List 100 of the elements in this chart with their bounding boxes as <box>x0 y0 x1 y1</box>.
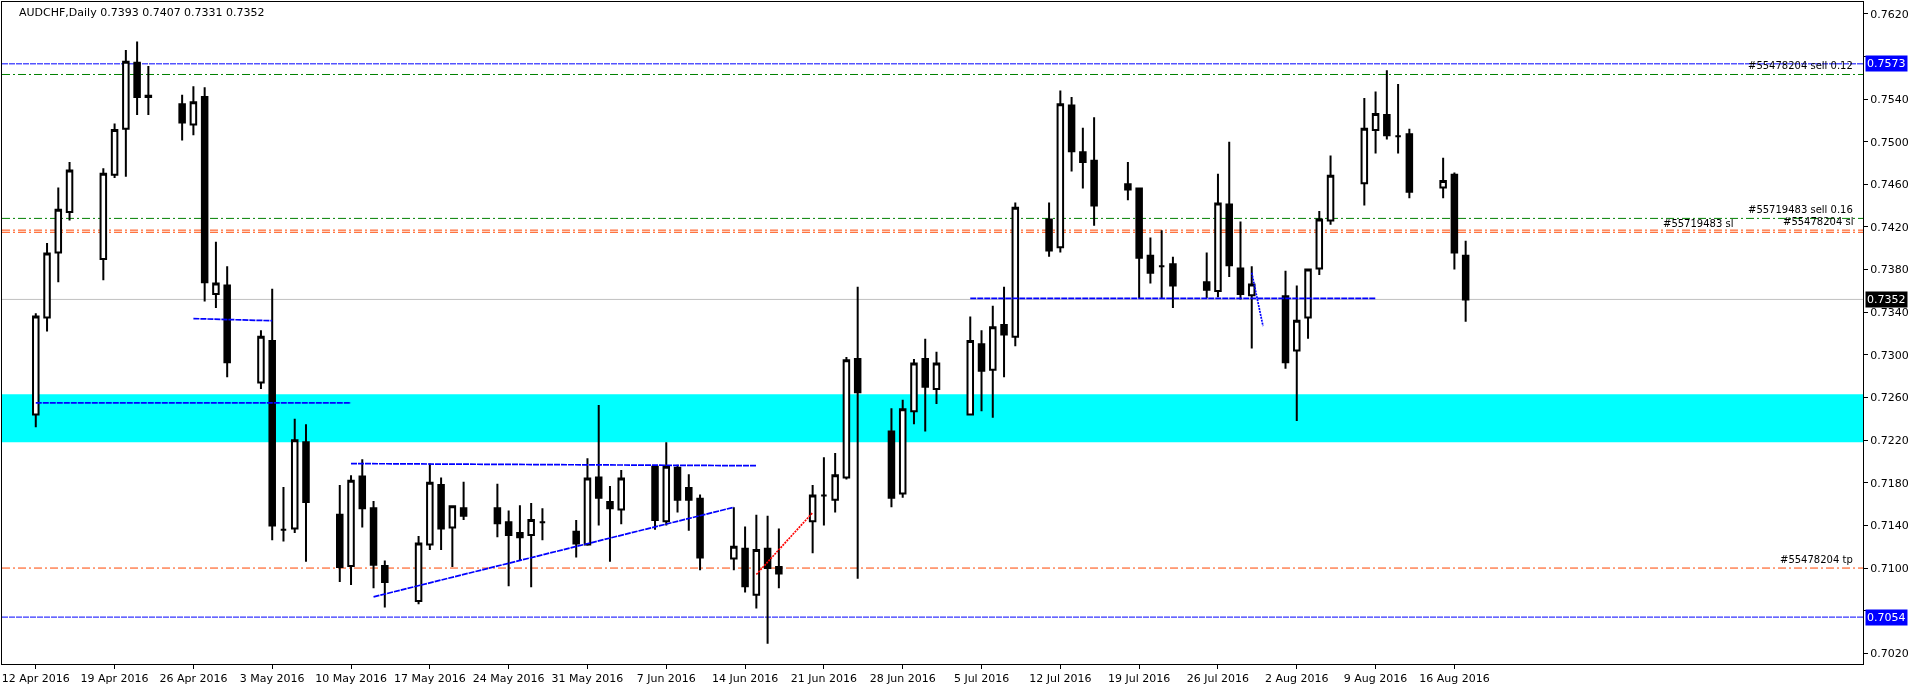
candlestick <box>381 559 389 609</box>
candlestick <box>572 519 580 559</box>
candlestick <box>1090 116 1098 227</box>
candlestick <box>1247 265 1256 350</box>
candlestick <box>685 473 693 532</box>
x-tick-label: 16 Aug 2016 <box>1419 672 1490 686</box>
x-tick-label: 17 May 2016 <box>393 672 466 686</box>
candlestick <box>1169 255 1177 309</box>
candlestick <box>1293 284 1301 422</box>
candlestick <box>1157 229 1166 300</box>
candlestick <box>347 474 355 587</box>
ref-line-label: 0.7054 <box>1867 611 1906 624</box>
candlestick <box>133 40 141 116</box>
x-tick-label: 26 Jul 2016 <box>1186 672 1250 686</box>
candlestick <box>302 423 310 563</box>
candlestick <box>1202 251 1211 300</box>
ref-line-label: 0.7352 <box>1867 293 1906 306</box>
candlestick <box>1304 267 1312 340</box>
candlestick <box>504 509 513 588</box>
candlestick <box>910 358 918 426</box>
candlestick <box>1315 209 1324 276</box>
y-tick-label: 0.7020 <box>1870 647 1909 661</box>
candlestick <box>1045 201 1053 258</box>
candlestick <box>1079 126 1087 190</box>
candlestick <box>606 484 614 563</box>
x-tick-label: 7 Jun 2016 <box>636 672 696 686</box>
candlestick <box>1067 95 1076 173</box>
candlestick <box>820 456 828 527</box>
candlestick <box>459 480 468 522</box>
y-tick-label: 0.7180 <box>1870 476 1909 490</box>
y-tick-label: 0.7620 <box>1870 7 1909 21</box>
y-tick-label: 0.7140 <box>1870 519 1909 533</box>
x-tick-label: 31 May 2016 <box>551 672 624 686</box>
candlestick <box>54 186 63 284</box>
x-tick-label: 5 Jul 2016 <box>953 672 1010 686</box>
x-tick-label: 2 Aug 2016 <box>1265 672 1329 686</box>
candlestick <box>1461 239 1470 323</box>
candlestick <box>775 527 783 590</box>
candlestick <box>493 482 502 539</box>
y-tick-label: 0.7380 <box>1870 263 1909 277</box>
x-tick-label: 10 May 2016 <box>315 672 387 686</box>
x-tick-label: 3 May 2016 <box>239 672 305 686</box>
candlestick <box>1135 187 1143 300</box>
x-tick-label: 9 Aug 2016 <box>1343 672 1408 686</box>
candlestick <box>898 398 907 499</box>
candlestick <box>1000 285 1008 379</box>
candlestick <box>741 525 749 594</box>
y-tick-label: 0.7420 <box>1870 220 1909 234</box>
candlestick <box>538 507 547 542</box>
candlestick <box>752 513 761 610</box>
y-tick-label: 0.7540 <box>1870 92 1909 106</box>
x-tick-label: 12 Jul 2016 <box>1029 672 1092 686</box>
candlestick <box>212 240 220 309</box>
candlestick <box>887 407 896 509</box>
candlestick <box>1450 171 1459 271</box>
candlestick <box>268 287 276 542</box>
y-tick-label: 0.7100 <box>1870 561 1909 575</box>
x-tick-label: 21 Jun 2016 <box>790 672 857 686</box>
candlestick <box>921 337 929 433</box>
x-tick-label: 14 Jun 2016 <box>712 672 779 686</box>
candlestick <box>808 483 817 555</box>
ref-line-label: 0.7573 <box>1867 57 1906 70</box>
candlestick <box>110 122 119 179</box>
candlestick <box>369 499 378 590</box>
candlestick <box>1360 96 1369 207</box>
candlestick <box>696 493 704 572</box>
candlestick <box>144 64 153 116</box>
candlestick <box>853 285 862 580</box>
candlestick <box>831 451 839 514</box>
candlestick <box>977 329 986 413</box>
y-tick-label: 0.7460 <box>1870 178 1909 192</box>
x-tick-label: 28 Jun 2016 <box>869 672 936 686</box>
candlestick <box>651 464 659 531</box>
candlestick <box>1281 269 1290 370</box>
candlestick <box>448 504 457 568</box>
candlestick <box>594 403 603 527</box>
y-tick-label: 0.7220 <box>1870 433 1909 447</box>
candlestick <box>842 355 851 481</box>
candlestick <box>583 457 592 546</box>
candlestick <box>1056 89 1065 254</box>
candlestick <box>966 315 975 417</box>
x-tick-label: 24 May 2016 <box>472 672 545 686</box>
y-tick-label: 0.7500 <box>1870 135 1909 149</box>
candlestick <box>223 265 231 379</box>
x-tick-label: 12 Apr 2016 <box>1 672 70 686</box>
candlestick <box>1394 83 1402 155</box>
candlestick <box>527 502 535 589</box>
candlestick <box>99 167 108 282</box>
y-tick-label: 0.7300 <box>1870 348 1909 362</box>
candlestick <box>200 86 209 303</box>
candlestick <box>516 504 524 562</box>
candlestick <box>1124 160 1132 202</box>
candlestick <box>189 85 198 137</box>
candlestick <box>358 458 367 529</box>
candlestick <box>43 241 51 333</box>
x-tick-label: 19 Jul 2016 <box>1108 672 1171 686</box>
x-tick-label: 19 Apr 2016 <box>80 672 149 686</box>
y-tick-label: 0.7260 <box>1870 391 1909 405</box>
candlestick <box>1011 201 1020 348</box>
candlestick <box>414 535 423 606</box>
